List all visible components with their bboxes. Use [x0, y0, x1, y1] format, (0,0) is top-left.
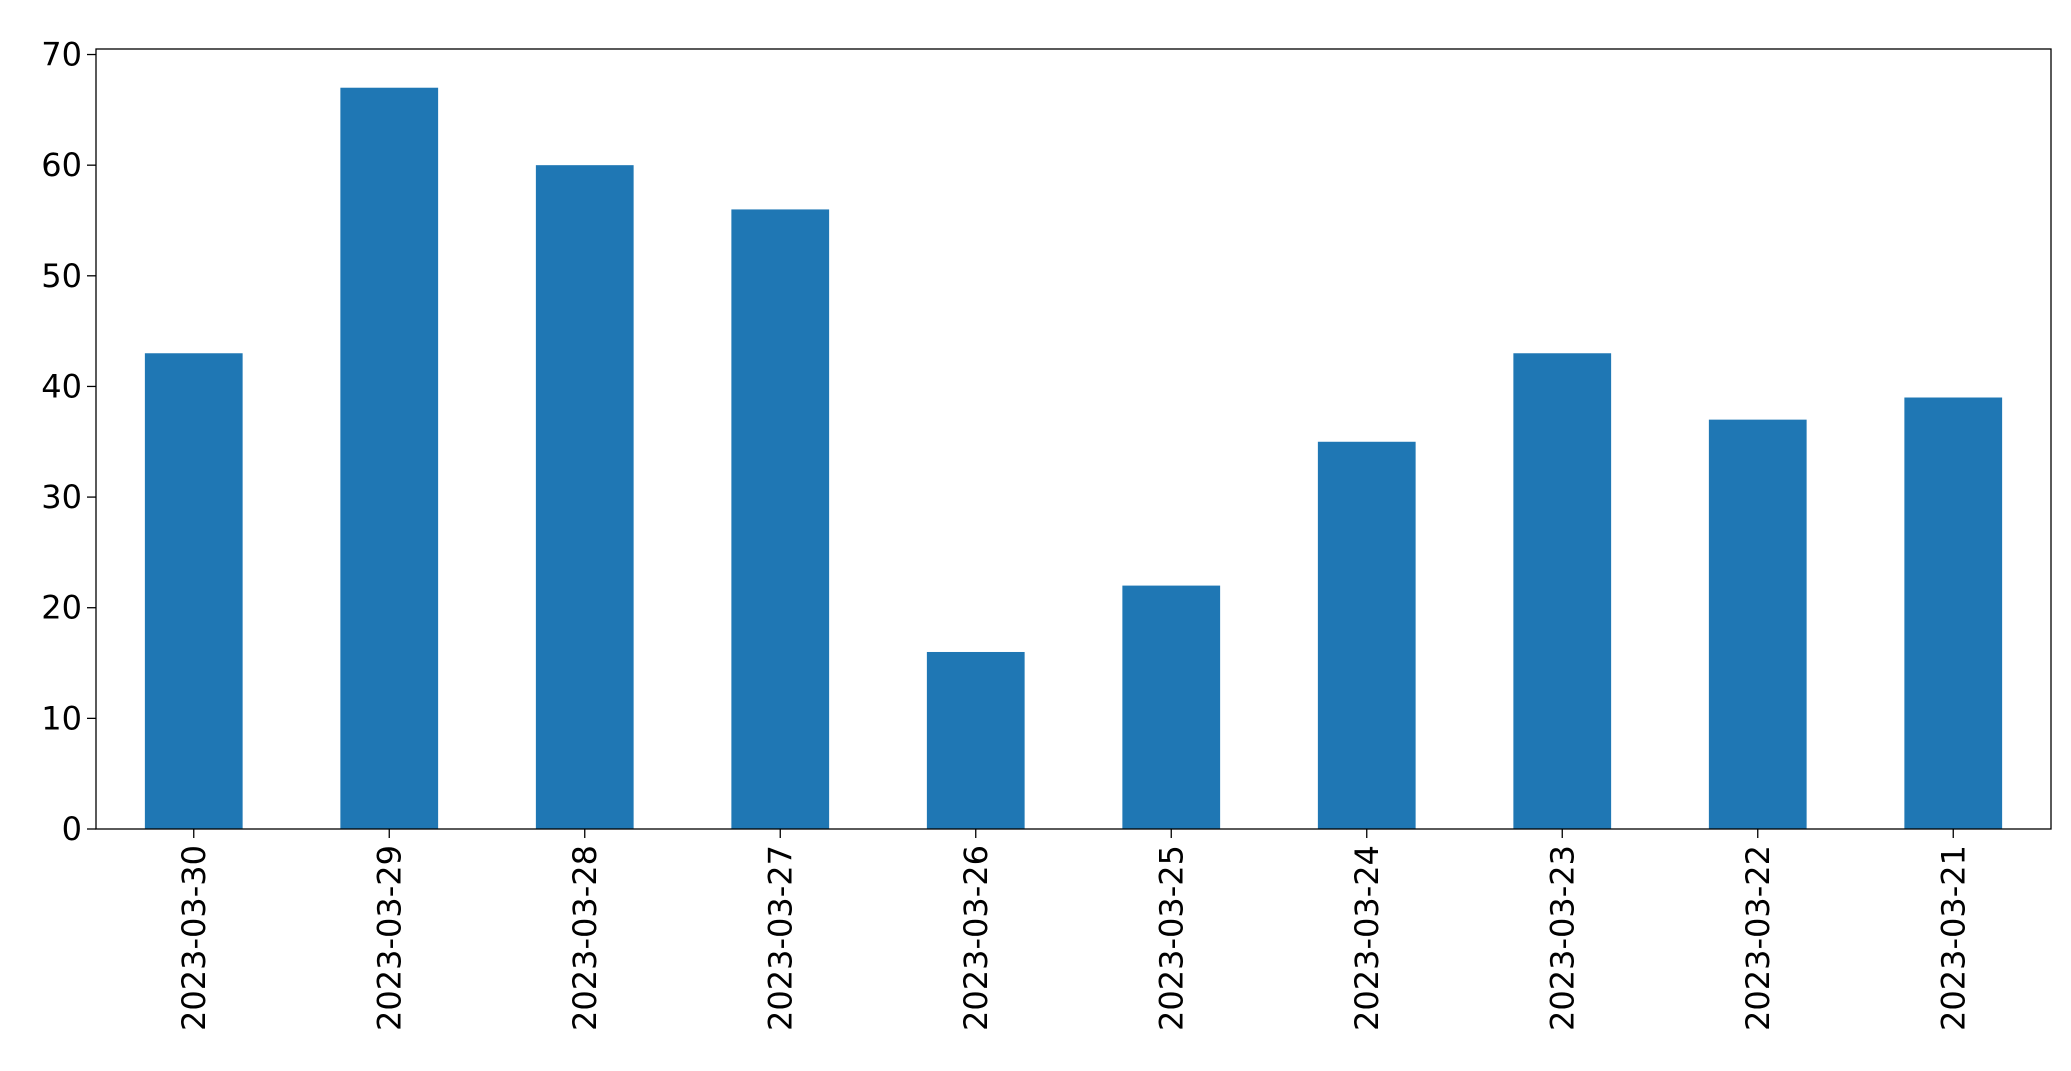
- y-tick-label: 10: [41, 699, 82, 737]
- x-tick-label: 2023-03-22: [1739, 845, 1777, 1031]
- bar: [1122, 585, 1221, 829]
- bar: [144, 353, 243, 829]
- y-tick-label: 50: [41, 257, 82, 295]
- bar: [1708, 419, 1807, 829]
- bar: [1513, 353, 1612, 829]
- bar: [926, 651, 1025, 829]
- x-tick-label: 2023-03-23: [1543, 845, 1581, 1031]
- bar: [535, 165, 634, 829]
- y-tick-label: 40: [41, 367, 82, 405]
- x-tick-label: 2023-03-27: [761, 845, 799, 1031]
- plot-frame: [95, 48, 2052, 830]
- y-tick-label: 20: [41, 589, 82, 627]
- y-tick-label: 30: [41, 478, 82, 516]
- x-tick-label: 2023-03-30: [175, 845, 213, 1031]
- y-tick-label: 0: [62, 810, 82, 848]
- y-tick-label: 60: [41, 146, 82, 184]
- x-tick-label: 2023-03-21: [1934, 845, 1972, 1031]
- x-tick-label: 2023-03-24: [1348, 845, 1386, 1031]
- x-tick-label: 2023-03-25: [1152, 845, 1190, 1031]
- x-tick-label: 2023-03-26: [957, 845, 995, 1031]
- y-tick-label: 70: [41, 36, 82, 74]
- bar: [1317, 441, 1416, 829]
- bar: [340, 87, 439, 830]
- bar: [1904, 397, 2003, 829]
- x-tick-label: 2023-03-29: [370, 845, 408, 1031]
- x-tick-label: 2023-03-28: [566, 845, 604, 1031]
- bar: [731, 209, 830, 829]
